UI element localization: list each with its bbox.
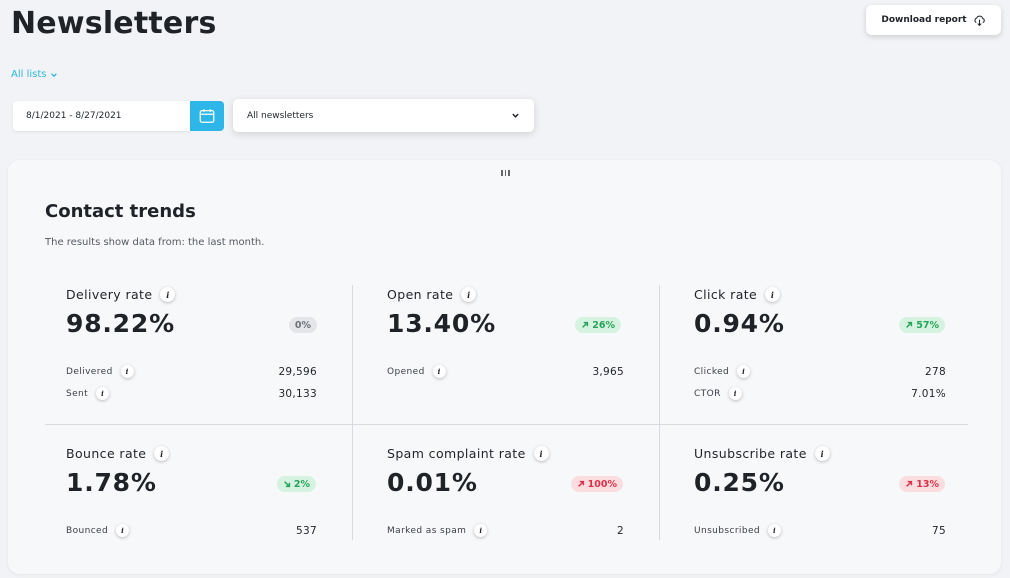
calendar-button[interactable] <box>190 101 224 131</box>
info-icon[interactable]: i <box>814 446 830 461</box>
metric-row: Marked as spam i 2 <box>387 524 624 537</box>
section-title: Contact trends <box>45 201 196 222</box>
arrow-up-right-icon <box>577 480 584 487</box>
metric-value: 13.40% <box>387 309 496 338</box>
metric-label: Open rate <box>387 287 454 302</box>
arrow-up-right-icon <box>906 480 913 487</box>
trend-badge: 100% <box>570 476 623 492</box>
calendar-icon <box>199 109 215 123</box>
info-icon[interactable]: i <box>461 287 477 302</box>
metric-row: Delivered i 29,596 <box>66 365 317 378</box>
metric-delivery-rate: Delivery rate i 98.22% 0% Delivered i 29,… <box>66 287 317 407</box>
arrow-down-right-icon <box>283 481 290 488</box>
info-icon[interactable]: i <box>116 524 130 537</box>
info-icon[interactable]: i <box>432 365 446 378</box>
newsletter-select-value: All newsletters <box>247 110 314 121</box>
arrow-up-right-icon <box>906 321 913 328</box>
info-icon[interactable]: i <box>737 365 751 378</box>
newsletter-select[interactable]: All newsletters <box>233 99 534 132</box>
metric-value: 0.01% <box>387 468 478 497</box>
grid-divider <box>45 424 968 425</box>
info-icon[interactable]: i <box>768 524 781 537</box>
arrow-up-right-icon <box>582 321 589 328</box>
info-icon[interactable]: i <box>728 387 742 400</box>
metric-label: Bounce rate <box>66 446 147 461</box>
metric-unsubscribe-rate: Unsubscribe rate i 0.25% 13% Unsubscribe… <box>694 446 946 566</box>
all-lists-dropdown[interactable]: All lists <box>11 69 58 80</box>
info-icon[interactable]: i <box>765 287 781 302</box>
metric-value: 0.94% <box>694 309 785 338</box>
grid-divider <box>659 285 660 540</box>
grid-divider <box>352 285 353 540</box>
info-icon[interactable]: i <box>154 446 170 461</box>
info-icon[interactable]: i <box>533 446 549 461</box>
trend-badge: 13% <box>899 476 945 492</box>
drag-handle-icon[interactable] <box>501 170 511 176</box>
info-icon[interactable]: i <box>474 524 488 537</box>
trend-badge: 57% <box>899 317 945 333</box>
metric-bounce-rate: Bounce rate i 1.78% 2% Bounced i 537 <box>66 446 317 566</box>
download-report-button[interactable]: Download report <box>866 5 1001 35</box>
metric-row: Bounced i 537 <box>66 524 317 537</box>
metric-value: 1.78% <box>66 468 157 497</box>
metric-label: Spam complaint rate <box>387 446 526 461</box>
page-title: Newsletters <box>11 6 217 41</box>
metric-label: Click rate <box>694 287 758 302</box>
metric-row: Unsubscribed i 75 <box>694 524 946 537</box>
date-range-input[interactable]: 8/1/2021 - 8/27/2021 <box>13 101 191 131</box>
metric-open-rate: Open rate i 13.40% 26% Opened i 3,965 <box>387 287 624 407</box>
metric-row: Sent i 30,133 <box>66 387 317 400</box>
contact-trends-card <box>8 160 1001 574</box>
metric-value: 98.22% <box>66 309 175 338</box>
metric-value: 0.25% <box>694 468 785 497</box>
chevron-down-icon <box>51 72 58 77</box>
trend-badge: 26% <box>575 317 621 333</box>
info-icon[interactable]: i <box>160 287 176 302</box>
metric-row: CTOR i 7.01% <box>694 387 946 400</box>
info-icon[interactable]: i <box>120 365 134 378</box>
info-icon[interactable]: i <box>96 387 110 400</box>
cloud-download-icon <box>974 15 985 26</box>
section-subtitle: The results show data from: the last mon… <box>45 237 265 248</box>
metric-spam-complaint-rate: Spam complaint rate i 0.01% 100% Marked … <box>387 446 624 566</box>
trend-badge: 0% <box>288 317 317 333</box>
chevron-down-icon <box>512 113 519 118</box>
all-lists-label: All lists <box>11 69 47 80</box>
metric-click-rate: Click rate i 0.94% 57% Clicked i 278 CTOR… <box>694 287 946 407</box>
metric-label: Unsubscribe rate <box>694 446 807 461</box>
download-report-label: Download report <box>881 15 967 25</box>
metric-row: Opened i 3,965 <box>387 365 624 378</box>
metric-row: Clicked i 278 <box>694 365 946 378</box>
trend-badge: 2% <box>276 476 316 492</box>
metric-label: Delivery rate <box>66 287 153 302</box>
